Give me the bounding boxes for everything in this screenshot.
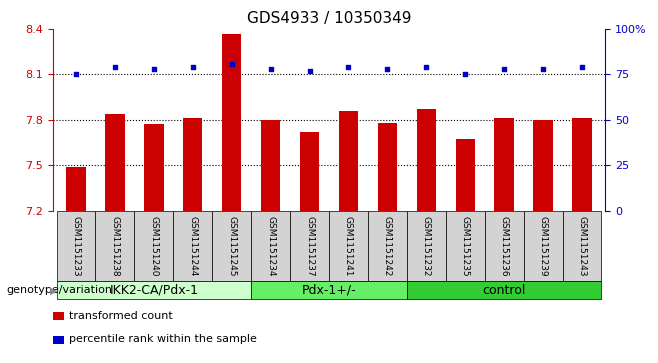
Point — [577, 64, 588, 70]
Text: GSM1151236: GSM1151236 — [499, 216, 509, 276]
Text: GSM1151235: GSM1151235 — [461, 216, 470, 276]
Bar — [378, 123, 397, 211]
Point — [304, 68, 315, 74]
Bar — [261, 120, 280, 211]
Text: transformed count: transformed count — [69, 311, 173, 321]
Point — [421, 64, 432, 70]
Point — [226, 61, 237, 66]
Bar — [183, 118, 203, 211]
Point — [343, 64, 354, 70]
Point — [538, 66, 548, 72]
Text: GSM1151234: GSM1151234 — [266, 216, 275, 276]
Text: Pdx-1+/-: Pdx-1+/- — [301, 284, 357, 297]
Bar — [455, 139, 475, 211]
Bar — [534, 120, 553, 211]
Text: GSM1151232: GSM1151232 — [422, 216, 431, 276]
Text: GSM1151233: GSM1151233 — [72, 216, 80, 276]
Bar — [144, 125, 164, 211]
Text: GSM1151244: GSM1151244 — [188, 216, 197, 276]
Point — [188, 64, 198, 70]
Text: GSM1151240: GSM1151240 — [149, 216, 159, 276]
Title: GDS4933 / 10350349: GDS4933 / 10350349 — [247, 12, 411, 26]
Bar — [300, 132, 319, 211]
Point — [265, 66, 276, 72]
Bar — [105, 114, 124, 211]
Text: GSM1151243: GSM1151243 — [578, 216, 586, 276]
Point — [110, 64, 120, 70]
Point — [149, 66, 159, 72]
Text: GSM1151238: GSM1151238 — [111, 216, 119, 276]
Text: GSM1151241: GSM1151241 — [344, 216, 353, 276]
Text: control: control — [482, 284, 526, 297]
Point — [70, 72, 81, 77]
Point — [460, 72, 470, 77]
Point — [499, 66, 509, 72]
Text: genotype/variation: genotype/variation — [7, 285, 113, 295]
Bar — [339, 111, 358, 211]
Text: GSM1151245: GSM1151245 — [227, 216, 236, 276]
Text: GSM1151237: GSM1151237 — [305, 216, 314, 276]
Text: GSM1151242: GSM1151242 — [383, 216, 392, 276]
Bar — [417, 109, 436, 211]
Text: ▶: ▶ — [50, 285, 57, 295]
Bar — [494, 118, 514, 211]
Text: percentile rank within the sample: percentile rank within the sample — [69, 334, 257, 344]
Point — [382, 66, 393, 72]
Bar — [66, 167, 86, 211]
Text: IKK2-CA/Pdx-1: IKK2-CA/Pdx-1 — [109, 284, 198, 297]
Bar — [222, 34, 241, 211]
Bar — [572, 118, 592, 211]
Text: GSM1151239: GSM1151239 — [539, 216, 547, 276]
